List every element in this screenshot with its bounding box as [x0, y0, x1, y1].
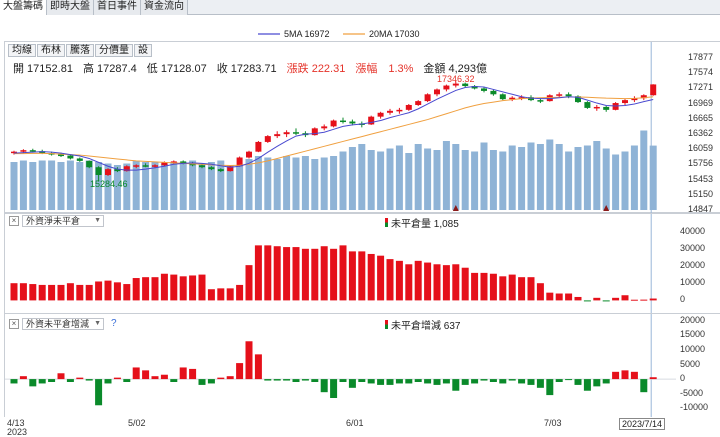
ma20-legend: 20MA 17030: [343, 29, 420, 39]
ma-button[interactable]: 均線: [8, 44, 36, 57]
price-tick-label: 15756: [688, 158, 714, 169]
close-panel2-icon[interactable]: ×: [9, 216, 19, 226]
oi-change-label: 未平倉增減 637: [385, 317, 460, 332]
net-oi-select[interactable]: 外資淨未平倉 ▼: [22, 215, 104, 227]
price-tick-label: 15150: [688, 188, 714, 199]
change-pct-value: 漲幅 1.3%: [355, 63, 414, 75]
net-oi-panel: [4, 213, 720, 313]
chevron-down-icon: ▼: [94, 217, 101, 224]
oi-change-select-value: 外資未平倉增減: [26, 319, 90, 329]
ma20-legend-label: 20MA 17030: [369, 29, 420, 39]
close-value: 收 17283.71: [216, 63, 277, 75]
settings-button[interactable]: 設: [134, 44, 152, 57]
price-tick-label: 17574: [688, 67, 714, 78]
tab-bar: 大盤籌碼 即時大盤 首日事件 資金流向: [0, 0, 720, 15]
x-tick-2: 6/01: [346, 418, 364, 428]
price-tick-label: 16362: [688, 128, 714, 138]
net-oi-tick-label: 10000: [680, 277, 706, 288]
net-oi-tick-label: 30000: [680, 242, 706, 253]
ma5-legend-swatch: [258, 33, 280, 35]
oi-change-panel: [4, 313, 720, 417]
price-panel: [4, 41, 720, 213]
high-value: 高 17287.4: [82, 63, 137, 75]
tab-realtime-market[interactable]: 即時大盤: [47, 0, 94, 15]
oi-change-tick-label: 15000: [680, 329, 706, 340]
net-oi-tick-label: 40000: [680, 225, 706, 236]
ma20-legend-swatch: [343, 33, 365, 35]
tab-fund-flow[interactable]: 資金流向: [141, 0, 188, 15]
volume-profile-button[interactable]: 分價量: [95, 44, 133, 57]
ma5-legend-label: 5MA 16972: [284, 29, 330, 39]
current-date-box: 2023/7/14: [619, 418, 666, 430]
oi-change-tick-label: -10000: [680, 402, 709, 413]
price-tick-label: 16059: [688, 143, 714, 154]
advance-decline-button[interactable]: 騰落: [66, 44, 94, 57]
help-icon[interactable]: ?: [111, 318, 117, 329]
bollinger-button[interactable]: 布林: [37, 44, 65, 57]
price-tick-label: 17877: [688, 52, 714, 62]
net-oi-label: 未平倉量 1,085: [385, 215, 459, 230]
net-oi-tick-label: 20000: [680, 260, 706, 270]
oi-change-tick-label: 0: [680, 373, 686, 384]
price-tick-label: 16969: [688, 97, 714, 108]
chevron-down-icon: ▼: [94, 320, 101, 327]
oi-change-tick-label: 20000: [680, 314, 706, 325]
high-annotation: 17346.32: [437, 74, 475, 84]
x-tick-0: 4/13: [7, 418, 25, 428]
low-value: 低 17128.07: [146, 63, 207, 75]
tab-first-day-event[interactable]: 首日事件: [94, 0, 141, 15]
x-tick-1: 5/02: [128, 418, 146, 428]
oi-change-tick-label: -5000: [680, 387, 704, 398]
oi-change-tick-label: 10000: [680, 344, 706, 354]
net-oi-select-value: 外資淨未平倉: [26, 216, 81, 226]
red-green-marker-icon: [385, 320, 388, 329]
price-tick-label: 16665: [688, 112, 714, 123]
indicator-toolbar: 均線 布林 騰落 分價量 設: [8, 44, 153, 57]
red-green-marker-icon: [385, 218, 388, 227]
low-annotation: 15284.46: [90, 179, 128, 189]
price-tick-label: 15453: [688, 173, 714, 184]
price-tick-label: 17271: [688, 82, 714, 93]
oi-change-select[interactable]: 外資未平倉增減 ▼: [22, 318, 104, 330]
x-tick-3: 7/03: [544, 418, 562, 428]
close-panel3-icon[interactable]: ×: [9, 319, 19, 329]
oi-change-tick-label: 5000: [680, 358, 701, 369]
oi-change-label-text: 未平倉增減 637: [391, 321, 461, 332]
amount-value: 金額 4,293億: [423, 63, 488, 75]
change-value: 漲跌 222.31: [286, 63, 346, 75]
open-value: 開 17152.81: [13, 63, 73, 75]
price-tick-label: 14847: [688, 204, 714, 214]
ohlc-info: 開 17152.81 高 17287.4 低 17128.07 收 17283.…: [13, 60, 487, 76]
net-oi-label-text: 未平倉量 1,085: [391, 219, 459, 230]
ma5-legend: 5MA 16972: [258, 29, 330, 39]
net-oi-tick-label: 0: [680, 294, 686, 305]
x-year-label: 2023: [7, 427, 28, 437]
tab-market-chips[interactable]: 大盤籌碼: [0, 0, 47, 15]
